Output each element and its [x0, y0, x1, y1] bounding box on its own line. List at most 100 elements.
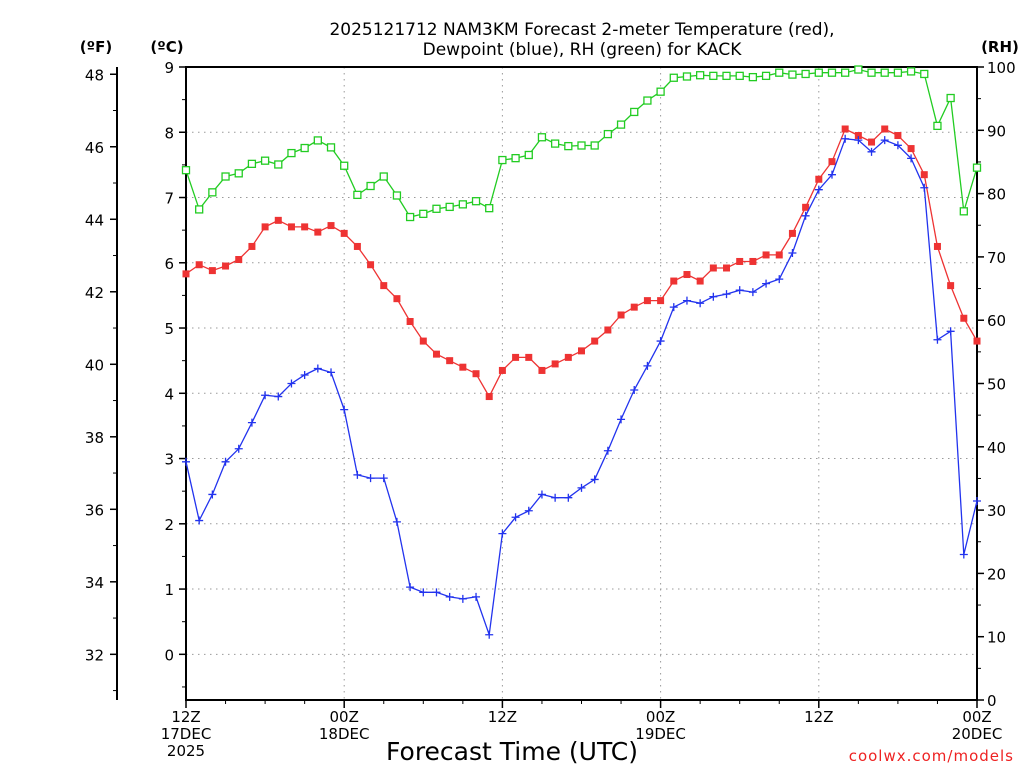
dewpoint-marker	[300, 371, 309, 380]
rh-marker	[208, 188, 217, 197]
rh-tick-label: 40	[987, 439, 1006, 457]
rh-marker	[867, 68, 876, 77]
rh-marker	[630, 107, 639, 117]
dewpoint-marker	[933, 335, 942, 344]
dewpoint-marker	[472, 592, 481, 601]
rh-marker	[511, 154, 520, 163]
temperature-marker	[393, 295, 401, 303]
rh-marker	[300, 143, 309, 153]
celsius-unit-label: (ºC)	[150, 38, 183, 56]
dewpoint-marker	[841, 134, 850, 143]
dewpoint-marker	[643, 361, 652, 370]
rh-tick-label: 20	[987, 565, 1006, 583]
rh-marker	[537, 133, 547, 142]
chart-title-line1: 2025121712 NAM3KM Forecast 2-meter Tempe…	[329, 20, 834, 40]
celsius-tick-label: 6	[164, 255, 174, 273]
rh-marker	[775, 68, 784, 77]
rh-marker	[841, 68, 850, 77]
rh-marker	[643, 96, 652, 105]
dewpoint-marker	[327, 368, 336, 377]
temperature-marker	[525, 353, 533, 361]
rh-unit-label: (RH)	[981, 38, 1019, 56]
celsius-tick-label: 1	[164, 581, 174, 599]
dewpoint-marker	[247, 418, 256, 427]
dewpoint-marker	[274, 392, 283, 401]
temperature-marker	[709, 264, 717, 272]
rh-marker	[419, 209, 428, 219]
temperature-marker	[854, 132, 862, 140]
temperature-marker	[670, 277, 678, 285]
dewpoint-marker	[630, 386, 639, 395]
rh-marker	[340, 161, 349, 170]
rh-marker	[379, 172, 388, 181]
dewpoint-marker	[221, 457, 230, 466]
celsius-tick-label: 5	[164, 320, 174, 338]
temperature-marker	[208, 267, 216, 275]
dewpoint-marker	[498, 529, 507, 538]
chart-title-line2: Dewpoint (blue), RH (green) for KACK	[423, 40, 743, 60]
dewpoint-marker	[353, 470, 362, 479]
temperature-marker	[248, 242, 256, 250]
dewpoint-line	[185, 138, 978, 635]
rh-tick-label: 30	[987, 502, 1006, 520]
temperature-marker	[683, 271, 691, 279]
temperature-marker	[578, 347, 585, 355]
rh-marker	[893, 68, 903, 77]
celsius-tick-label: 3	[164, 451, 174, 469]
fahrenheit-tick-label: 44	[85, 211, 104, 229]
x-tick-label: 00Z	[962, 708, 991, 726]
rh-marker	[709, 71, 718, 81]
rh-marker	[313, 136, 322, 145]
dewpoint-marker	[617, 415, 626, 424]
rh-marker	[696, 71, 705, 80]
rh-marker	[485, 204, 494, 213]
dewpoint-marker	[524, 506, 533, 515]
celsius-tick-label: 7	[164, 190, 174, 208]
dewpoint-marker	[551, 493, 560, 502]
dewpoint-marker	[722, 290, 731, 299]
dewpoint-marker	[920, 183, 929, 192]
rh-marker	[656, 87, 665, 96]
x-tick-label: 18DEC	[319, 725, 370, 743]
fahrenheit-tick-label: 46	[85, 139, 104, 157]
dewpoint-marker	[696, 299, 705, 308]
temperature-marker	[630, 303, 638, 311]
temperature-marker	[828, 158, 836, 166]
rh-marker	[564, 141, 573, 151]
temperature-marker	[723, 264, 731, 272]
rh-tick-label: 0	[987, 692, 997, 710]
temperature-marker	[340, 229, 348, 237]
temperature-marker	[459, 363, 467, 371]
rh-marker	[722, 71, 731, 81]
dewpoint-marker	[801, 211, 810, 220]
temperature-marker	[868, 138, 876, 146]
dewpoint-marker	[340, 405, 349, 414]
temperature-marker	[973, 337, 981, 345]
temperature-marker	[933, 242, 941, 250]
x-tick-label: 00Z	[330, 708, 359, 726]
plot-frame	[185, 66, 978, 701]
temperature-marker	[485, 393, 493, 401]
temperature-marker	[802, 203, 810, 211]
x-tick-label: 12Z	[488, 708, 517, 726]
fahrenheit-tick-label: 40	[85, 356, 104, 374]
dewpoint-marker	[603, 446, 612, 455]
temperature-marker	[920, 171, 928, 179]
rh-marker	[247, 159, 257, 168]
dewpoint-marker	[735, 286, 744, 295]
dewpoint-marker	[867, 147, 876, 156]
temperature-marker	[591, 337, 599, 345]
dewpoint-marker	[946, 327, 955, 336]
dewpoint-marker	[287, 379, 296, 388]
celsius-tick-label: 8	[164, 124, 174, 142]
temperature-marker	[604, 326, 612, 334]
dewpoint-marker	[669, 303, 678, 312]
rh-marker	[353, 190, 362, 200]
dewpoint-marker	[313, 364, 322, 373]
temperature-marker	[261, 223, 269, 231]
dewpoint-marker	[182, 457, 190, 466]
rh-tick-label: 60	[987, 312, 1006, 330]
rh-marker	[603, 129, 613, 139]
axes	[110, 66, 984, 708]
rh-tick-label: 70	[987, 249, 1006, 267]
